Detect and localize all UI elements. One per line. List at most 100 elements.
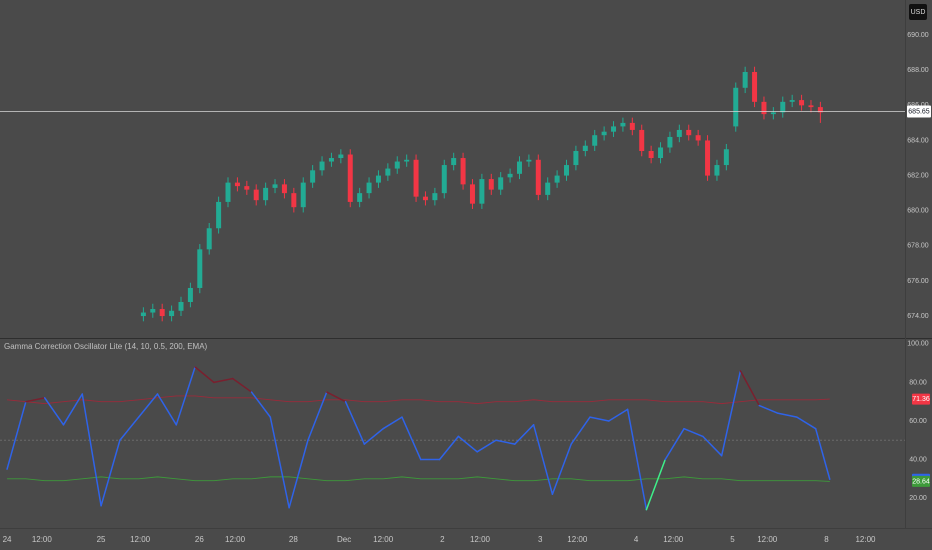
oscillator-segment bbox=[720, 370, 742, 457]
y-tick-label: 680.00 bbox=[907, 208, 929, 215]
candle-body bbox=[554, 175, 560, 183]
y-tick-label: 676.00 bbox=[907, 278, 929, 285]
oscillator-segment bbox=[194, 366, 215, 384]
value-tag-label: 71.36 bbox=[912, 396, 930, 403]
oscillator-segment bbox=[532, 424, 554, 495]
oscillator-segment bbox=[6, 400, 27, 470]
oscillator-segment bbox=[664, 427, 685, 461]
oscillator-segment bbox=[401, 416, 422, 461]
indicator-title: Gamma Correction Oscillator Lite (14, 10… bbox=[4, 342, 208, 351]
oscillator-segment bbox=[119, 416, 140, 441]
candle-body bbox=[319, 161, 325, 171]
x-tick-label: 25 bbox=[97, 535, 106, 544]
candle-body bbox=[422, 196, 428, 201]
y-tick-label: 60.00 bbox=[909, 418, 927, 425]
candle-body bbox=[394, 161, 400, 169]
candle-body bbox=[780, 101, 786, 113]
y-tick-label: 20.00 bbox=[909, 495, 927, 502]
candle-body bbox=[676, 129, 682, 137]
candle-body bbox=[197, 249, 203, 288]
candle-body bbox=[686, 129, 692, 136]
oscillator-segment bbox=[175, 366, 196, 426]
price-tag bbox=[907, 105, 931, 118]
band-line bbox=[7, 476, 830, 482]
candle-body bbox=[385, 168, 391, 176]
candle-body bbox=[705, 140, 711, 176]
y-tick-label: 80.00 bbox=[909, 379, 927, 386]
candle-body bbox=[479, 179, 485, 204]
oscillator-segment bbox=[589, 416, 610, 422]
x-tick-label: 12:00 bbox=[470, 535, 491, 544]
candle-body bbox=[545, 182, 551, 195]
x-tick-label: 12:00 bbox=[130, 535, 151, 544]
x-tick-label: 12:00 bbox=[663, 535, 684, 544]
x-tick-label: 12:00 bbox=[373, 535, 394, 544]
candle-body bbox=[216, 201, 222, 229]
candle-body bbox=[338, 154, 344, 159]
y-tick-label: 684.00 bbox=[907, 137, 929, 144]
candle-body bbox=[639, 129, 645, 152]
oscillator-segment bbox=[551, 443, 572, 495]
candle-body bbox=[498, 177, 504, 190]
x-tick-label: 26 bbox=[195, 535, 204, 544]
oscillator-segment bbox=[608, 408, 629, 422]
oscillator-segment bbox=[231, 377, 253, 393]
x-tick-label: 2 bbox=[440, 535, 445, 544]
candle-body bbox=[667, 136, 673, 148]
candle-body bbox=[347, 154, 353, 202]
candle-body bbox=[648, 151, 654, 159]
x-tick-label: 12:00 bbox=[225, 535, 246, 544]
candle-body bbox=[234, 182, 240, 187]
price-tag-label: 685.65 bbox=[908, 108, 930, 115]
candle-body bbox=[263, 187, 269, 201]
oscillator-segment bbox=[796, 416, 817, 430]
x-tick-label: Dec bbox=[337, 535, 351, 544]
value-tag bbox=[912, 393, 930, 405]
candle-body bbox=[357, 193, 363, 202]
x-tick-label: 12:00 bbox=[855, 535, 876, 544]
candle-body bbox=[620, 122, 626, 127]
candle-body bbox=[723, 149, 729, 166]
oscillator-segment bbox=[683, 427, 704, 438]
candle-body bbox=[658, 147, 664, 159]
oscillator-segment bbox=[645, 458, 666, 511]
candle-body bbox=[573, 151, 579, 166]
candle-body bbox=[187, 287, 193, 303]
candle-body bbox=[808, 105, 814, 108]
candle-body bbox=[592, 135, 598, 146]
candle-body bbox=[516, 161, 522, 174]
oscillator-segment bbox=[269, 416, 290, 509]
candle-body bbox=[404, 159, 410, 162]
x-tick-label: 5 bbox=[730, 535, 735, 544]
candle-body bbox=[140, 312, 146, 317]
candle-body bbox=[742, 71, 748, 88]
candle-body bbox=[413, 159, 419, 197]
candle-body bbox=[159, 309, 165, 317]
value-tag-label: 28.64 bbox=[912, 478, 930, 485]
oscillator-segment bbox=[758, 404, 779, 415]
oscillator-segment bbox=[137, 393, 159, 418]
oscillator-segment bbox=[156, 393, 178, 426]
x-tick-label: 12:00 bbox=[757, 535, 778, 544]
candle-body bbox=[206, 228, 212, 250]
y-tick-label: 688.00 bbox=[907, 67, 929, 74]
candle-body bbox=[714, 165, 720, 176]
candle-body bbox=[752, 71, 758, 102]
oscillator-segment bbox=[62, 393, 84, 426]
candle-body bbox=[582, 145, 588, 152]
oscillator-segment bbox=[739, 370, 761, 407]
oscillator-segment bbox=[25, 397, 46, 403]
oscillator-segment bbox=[382, 416, 403, 430]
oscillator-segment bbox=[363, 427, 384, 445]
band-line bbox=[7, 395, 830, 405]
candle-body bbox=[564, 165, 570, 176]
candle-body bbox=[169, 310, 175, 317]
oscillator-segment bbox=[570, 416, 591, 445]
oscillator-segment bbox=[457, 435, 478, 453]
oscillator-segment bbox=[307, 391, 328, 441]
candle-body bbox=[611, 126, 617, 132]
candle-body bbox=[225, 182, 231, 202]
x-tick-label: 24 bbox=[3, 535, 12, 544]
